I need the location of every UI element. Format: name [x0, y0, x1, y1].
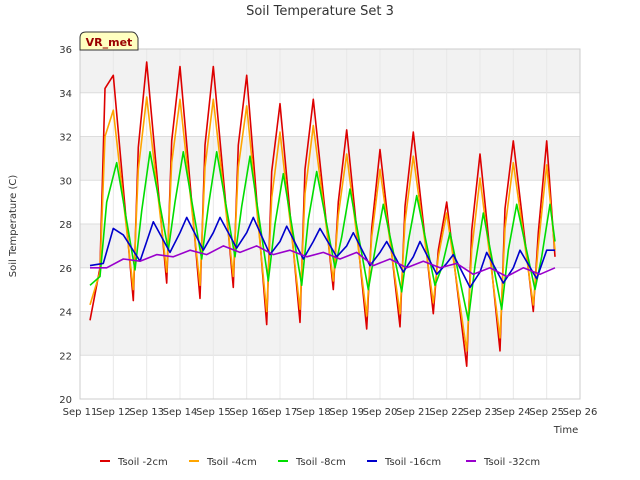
legend-label: Tsoil -4cm: [206, 457, 257, 468]
legend-label: Tsoil -32cm: [483, 457, 540, 468]
badge-label: VR_met: [86, 36, 133, 49]
x-tick-label: Sep 21: [396, 407, 431, 418]
x-tick-label: Sep 16: [229, 407, 264, 418]
x-tick-label: Sep 14: [163, 407, 198, 418]
series-lines: [89, 61, 556, 368]
y-tick-label: 20: [59, 395, 72, 406]
x-axis-label: Time: [553, 425, 578, 436]
x-tick-label: Sep 12: [96, 407, 131, 418]
badge-shape: [79, 31, 139, 51]
plot-band: [80, 311, 580, 356]
y-tick-label: 22: [59, 351, 72, 362]
x-tick-label: Sep 22: [429, 407, 464, 418]
y-tick-label: 34: [59, 89, 72, 100]
x-tick-label: Sep 23: [463, 407, 498, 418]
legend-label: Tsoil -16cm: [384, 457, 441, 468]
x-tick-label: Sep 25: [529, 407, 564, 418]
x-tick-label: Sep 24: [496, 407, 531, 418]
x-tick-label: Sep 26: [563, 407, 598, 418]
y-tick-label: 32: [59, 133, 72, 144]
series-line-5: [90, 245, 556, 278]
plot-band: [80, 136, 580, 181]
x-tick-label: Sep 19: [329, 407, 364, 418]
vr-met-badge: VR_met: [79, 31, 139, 51]
x-tick-label: Sep 11: [63, 407, 98, 418]
legend: Tsoil -2cm Tsoil -4cm Tsoil -8cm Tsoil -16c…: [100, 457, 540, 468]
plot-band: [80, 49, 580, 93]
x-tick-label: Sep 20: [363, 407, 398, 418]
y-tick-label: 30: [59, 176, 72, 187]
y-tick-label: 26: [59, 264, 72, 275]
chart-title: Soil Temperature Set 3: [246, 4, 394, 19]
x-tick-label: Sep 13: [129, 407, 164, 418]
x-tick-label: Sep 17: [263, 407, 298, 418]
x-tick-label: Sep 18: [296, 407, 331, 418]
y-tick-label: 24: [59, 308, 72, 319]
y-axis-label: Soil Temperature (C): [8, 175, 19, 278]
y-tick-label: 28: [59, 220, 72, 231]
y-tick-label: 36: [59, 45, 72, 56]
y-tick-labels: 20 22 24 26 28 30 32 34 36: [59, 45, 72, 406]
legend-label: Tsoil -2cm: [117, 457, 168, 468]
x-tick-label: Sep 15: [196, 407, 231, 418]
series-line-3: [89, 151, 556, 322]
plot-frame: [79, 48, 581, 400]
legend-label: Tsoil -8cm: [295, 457, 346, 468]
